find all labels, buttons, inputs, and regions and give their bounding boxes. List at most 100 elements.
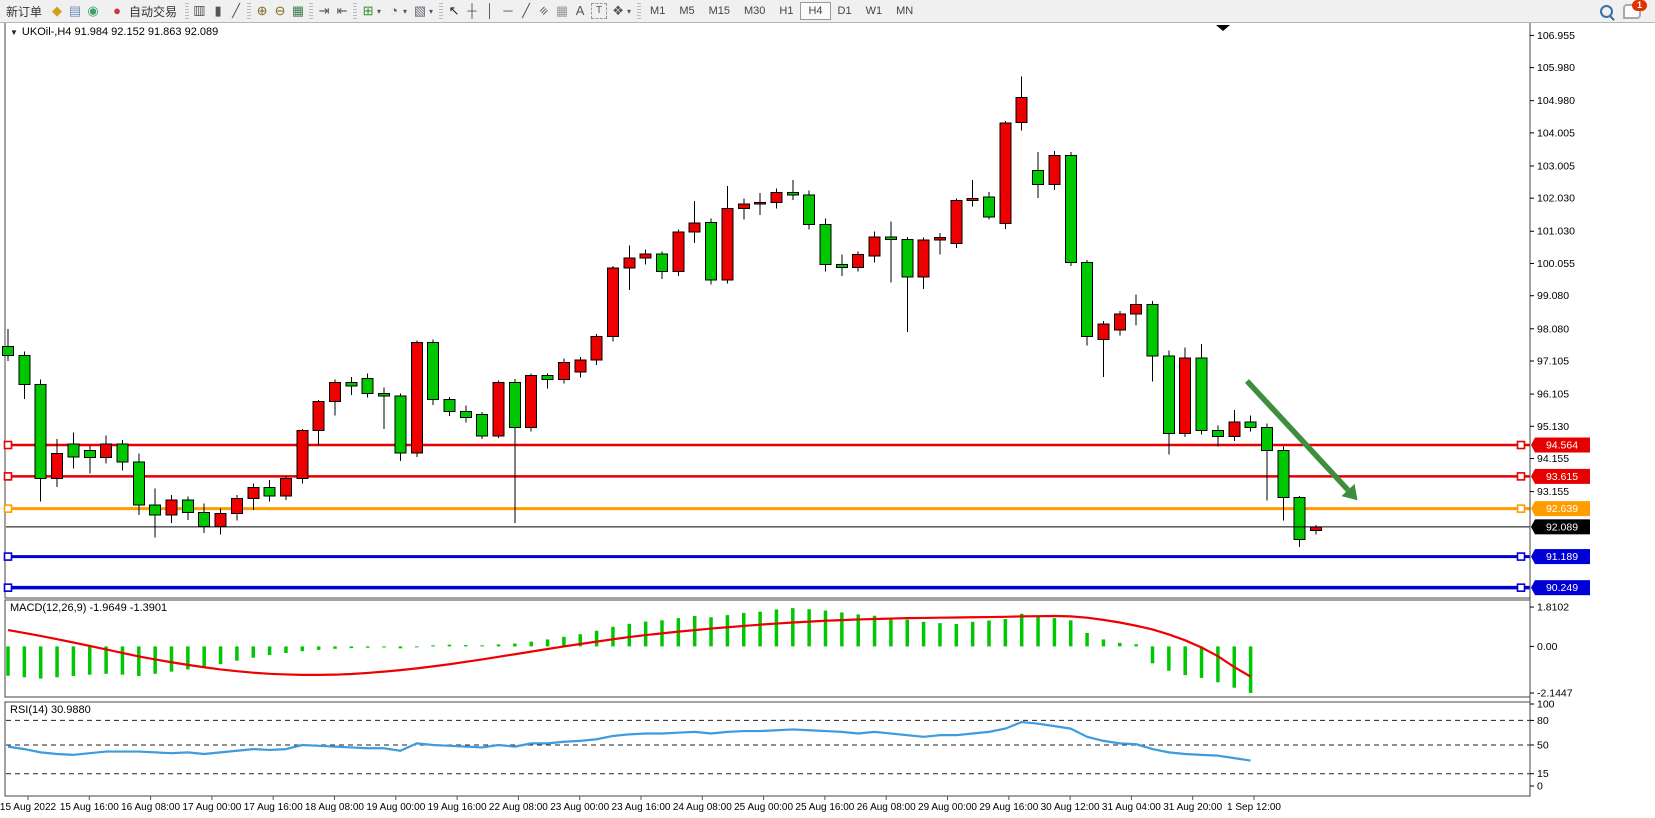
svg-text:93.155: 93.155 [1537,486,1569,498]
timeframe-h4-button[interactable]: H4 [800,2,831,20]
notifications-icon[interactable]: 1 [1623,0,1647,19]
new-order-button[interactable]: 新订单 [6,4,43,19]
terminal-icon[interactable]: ▤ [68,3,82,18]
timeframe-m1-button[interactable]: M1 [650,5,666,17]
svg-text:24 Aug 08:00: 24 Aug 08:00 [673,802,732,813]
timeframe-mn-button[interactable]: MN [896,5,914,17]
candle [116,443,129,463]
candle [100,443,113,459]
candle [34,383,47,480]
candle [165,499,178,516]
candle [737,203,750,209]
svg-text:31 Aug 04:00: 31 Aug 04:00 [1102,802,1161,813]
price-axis[interactable]: 106.955 105.980 104.980 104.005 103.005 102.0… [1529,22,1575,796]
toolbar-groups: 新订单 ◆ ▤ ◉ ● 自动交易 ▤ ▮ ╱ ⊕ ⊖ ▦ ⇥ ⇤ ⊞ ▾ ◔ ▾ ▧ ▾ ↖ ┼ │ ─ ╱ ≡ ▦ A T ❖ ▾ M1 M… [0,0,1600,22]
candle [83,449,96,459]
line-handle [3,552,13,561]
period-selector-button-dropdown-icon[interactable]: ▾ [403,6,408,16]
zoom-out-icon[interactable]: ⊖ [274,3,286,18]
timeframe-d1-button[interactable]: D1 [837,5,852,17]
svg-text:29 Aug 16:00: 29 Aug 16:00 [979,802,1038,813]
chart-shift-marker-icon[interactable] [1216,25,1230,31]
svg-text:1.8102: 1.8102 [1537,602,1569,614]
signals-icon[interactable]: ◉ [87,3,99,18]
period-selector-button[interactable]: ◔ [390,3,398,18]
grid-icon[interactable]: ▦ [555,3,569,18]
crosshair-icon[interactable]: ┼ [467,3,477,18]
bar-chart-icon[interactable]: ▤ [193,4,209,18]
svg-text:104.980: 104.980 [1537,95,1575,107]
rsi-level-lines [6,719,1530,775]
svg-text:99.080: 99.080 [1537,290,1569,302]
text-icon[interactable]: A [575,3,585,18]
order-levels-icon[interactable]: ◆ [52,3,63,18]
toolbar-separator [637,3,642,19]
line-chart-icon[interactable]: ╱ [232,3,240,18]
line-handle [3,440,13,450]
zoom-in-icon[interactable]: ⊕ [256,3,268,18]
candle [1179,357,1192,435]
candle [1310,526,1322,531]
svg-text:17 Aug 00:00: 17 Aug 00:00 [182,802,241,813]
template-button[interactable]: ▧ [413,3,427,18]
candle [999,122,1012,225]
candle [1113,313,1126,331]
candle [623,257,636,269]
svg-text:18 Aug 08:00: 18 Aug 08:00 [305,802,364,813]
svg-text:96.105: 96.105 [1537,389,1569,401]
chart-shift-icon[interactable]: ⇤ [336,3,348,18]
candle [214,512,227,527]
candle [345,382,358,387]
candle [459,410,472,418]
text-label-icon[interactable]: T [591,3,608,19]
cursor-icon[interactable]: ↖ [448,3,460,18]
timeframe-m5-button[interactable]: M5 [679,5,695,17]
candle [394,395,407,454]
add-indicator-button[interactable]: ⊞ [362,3,374,18]
search-icon[interactable] [1600,4,1613,18]
candle [574,359,587,373]
vertical-line-icon[interactable]: │ [485,3,495,18]
candle [132,461,145,506]
timeframe-w1-button[interactable]: W1 [865,5,883,17]
template-button-dropdown-icon[interactable]: ▾ [429,6,434,16]
candle [590,336,603,361]
trend-arrow[interactable] [1244,379,1358,501]
svg-text:29 Aug 00:00: 29 Aug 00:00 [918,802,977,813]
candle [917,239,930,278]
collapse-triangle-icon[interactable]: ▼ [10,28,18,37]
svg-text:92.089: 92.089 [1546,521,1578,533]
toolbar-separator [353,3,358,19]
candle [884,236,897,241]
candlestick-chart-icon[interactable]: ▮ [214,3,222,18]
timeframe-m15-button[interactable]: M15 [708,5,730,17]
toolbar-separator [247,3,252,19]
trendline-icon[interactable]: ╱ [522,3,530,18]
shapes-button[interactable]: ❖ [612,3,624,18]
shapes-button-dropdown-icon[interactable]: ▾ [627,6,632,16]
time-axis[interactable]: 15 Aug 2022 15 Aug 16:00 16 Aug 08:00 17 Au… [0,796,1281,813]
candle [1015,96,1028,123]
svg-text:103.005: 103.005 [1537,160,1575,172]
candle [443,399,456,412]
timeframe-m30-button[interactable]: M30 [744,5,766,17]
horizontal-line-icon[interactable]: ─ [503,3,513,18]
candle [672,231,685,272]
auto-scroll-icon[interactable]: ⇥ [318,3,330,18]
line-handle [1516,504,1526,513]
autotrading-button[interactable]: ● 自动交易 [102,1,183,21]
svg-text:25 Aug 00:00: 25 Aug 00:00 [734,802,793,813]
horizontal-level-lines[interactable] [3,440,1531,592]
candle [983,196,995,218]
tile-windows-icon[interactable]: ▦ [291,3,305,18]
candle [312,401,325,432]
candle [476,414,489,437]
svg-text:17 Aug 16:00: 17 Aug 16:00 [244,802,303,813]
svg-text:15 Aug 2022: 15 Aug 2022 [0,802,57,813]
candle [525,375,538,428]
svg-text:95.130: 95.130 [1537,421,1569,433]
svg-text:101.030: 101.030 [1537,226,1575,238]
timeframe-h1-button[interactable]: H1 [779,5,794,17]
add-indicator-button-dropdown-icon[interactable]: ▾ [377,6,382,16]
